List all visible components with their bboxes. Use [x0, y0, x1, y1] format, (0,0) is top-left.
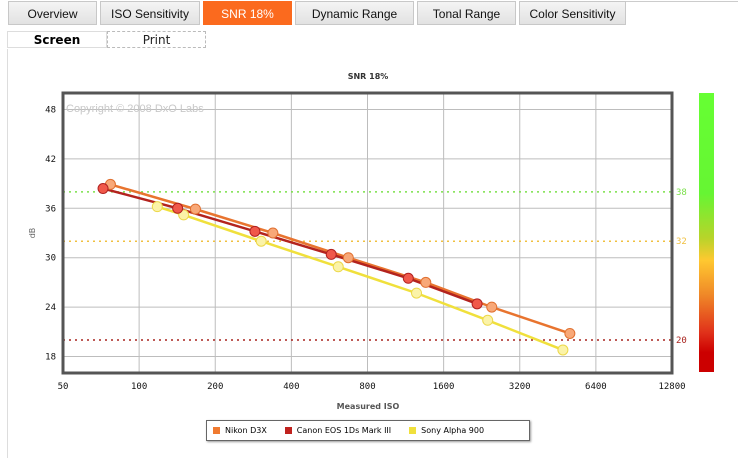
data-point — [97, 183, 109, 195]
data-point — [172, 202, 184, 214]
reference-lines: 38 32 20 — [63, 188, 687, 346]
plot-frame — [61, 91, 674, 375]
data-point — [486, 301, 498, 313]
tab-snr-18[interactable]: SNR 18% — [203, 1, 292, 25]
tab-bar: Overview ISO Sensitivity SNR 18% Dynamic… — [8, 1, 629, 27]
data-point — [189, 203, 201, 215]
data-point — [325, 248, 337, 260]
y-axis-label: dB — [28, 228, 37, 239]
data-point — [342, 252, 354, 264]
y-tick-label: 42 — [45, 155, 56, 165]
series-line-2 — [156, 205, 564, 352]
data-point — [402, 272, 414, 284]
tab-overview[interactable]: Overview — [8, 1, 97, 25]
legend-item-sony[interactable]: Sony Alpha 900 — [409, 426, 484, 435]
tab-tonal-range[interactable]: Tonal Range — [417, 1, 516, 25]
x-tick-label: 6400 — [585, 382, 607, 392]
data-point — [420, 276, 432, 288]
tab-color-sensitivity[interactable]: Color Sensitivity — [519, 1, 626, 25]
x-axis-label: Measured ISO — [337, 402, 400, 411]
content-frame-border — [7, 49, 8, 458]
data-point — [411, 287, 423, 299]
data-point — [482, 314, 494, 326]
legend-label-nikon: Nikon D3X — [225, 426, 267, 435]
x-tick-labels: 50 100 200 400 800 1600 3200 6400 12800 — [58, 382, 686, 392]
data-point — [249, 225, 261, 237]
y-tick-labels: 18 24 30 36 42 48 — [45, 105, 56, 362]
subtab-print[interactable]: Print — [107, 31, 206, 48]
y-tick-label: 24 — [45, 303, 56, 313]
subtab-bar: Screen Print — [7, 31, 206, 48]
series-line-1 — [102, 187, 478, 305]
watermark: Copyright © 2008 DxO Labs — [66, 103, 204, 115]
reference-label-38: 38 — [676, 188, 687, 198]
tab-dynamic-range[interactable]: Dynamic Range — [295, 1, 414, 25]
x-tick-label: 1600 — [433, 382, 455, 392]
x-tick-label: 100 — [131, 382, 147, 392]
tab-bar-line — [626, 1, 738, 2]
reference-label-20: 20 — [676, 336, 687, 346]
x-tick-label: 200 — [207, 382, 223, 392]
grid — [62, 93, 673, 373]
legend-item-nikon[interactable]: Nikon D3X — [213, 426, 267, 435]
legend-item-canon[interactable]: Canon EOS 1Ds Mark III — [284, 426, 392, 435]
series-group — [97, 178, 576, 356]
legend-swatch-canon — [284, 427, 292, 434]
data-point — [255, 235, 267, 247]
data-point — [332, 261, 344, 273]
x-tick-label: 3200 — [509, 382, 531, 392]
x-tick-label: 400 — [283, 382, 299, 392]
data-point — [564, 327, 576, 339]
chart-title: SNR 18% — [348, 72, 389, 81]
y-tick-label: 18 — [45, 353, 56, 363]
subtab-screen[interactable]: Screen — [7, 31, 107, 48]
x-tick-label: 800 — [359, 382, 375, 392]
reference-label-32: 32 — [676, 237, 687, 247]
legend: Nikon D3X Canon EOS 1Ds Mark III Sony Al… — [206, 420, 530, 441]
legend-swatch-sony — [409, 427, 417, 434]
color-scale-bar — [699, 93, 714, 372]
legend-label-sony: Sony Alpha 900 — [421, 426, 485, 435]
legend-swatch-nikon — [213, 427, 220, 434]
data-point — [267, 227, 279, 239]
data-point — [471, 298, 483, 310]
y-tick-label: 30 — [45, 254, 56, 264]
legend-label-canon: Canon EOS 1Ds Mark III — [296, 426, 392, 435]
y-tick-label: 36 — [45, 204, 56, 214]
data-point — [557, 344, 569, 356]
y-tick-label: 48 — [45, 105, 56, 115]
x-tick-label: 12800 — [658, 382, 685, 392]
tab-iso-sensitivity[interactable]: ISO Sensitivity — [100, 1, 200, 25]
x-tick-label: 50 — [58, 382, 69, 392]
data-point — [151, 201, 163, 213]
